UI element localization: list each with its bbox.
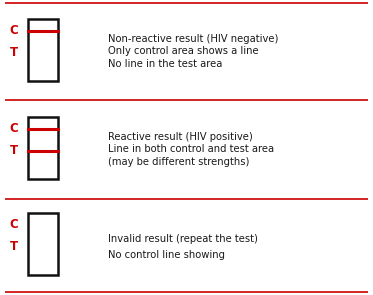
Text: C: C (10, 122, 18, 135)
Text: T: T (10, 240, 18, 253)
Text: C: C (10, 218, 18, 231)
Text: C: C (10, 24, 18, 37)
Text: T: T (10, 46, 18, 59)
Text: Non-reactive result (HIV negative): Non-reactive result (HIV negative) (108, 34, 278, 44)
Bar (28, 117, 58, 178)
Bar (28, 212, 58, 275)
Text: Invalid result (repeat the test): Invalid result (repeat the test) (108, 234, 258, 244)
Text: No line in the test area: No line in the test area (108, 59, 222, 69)
Text: T: T (10, 144, 18, 157)
Bar (28, 19, 58, 81)
Text: Only control area shows a line: Only control area shows a line (108, 47, 258, 57)
Text: No control line showing: No control line showing (108, 250, 225, 260)
Text: (may be different strengths): (may be different strengths) (108, 157, 250, 167)
Text: Reactive result (HIV positive): Reactive result (HIV positive) (108, 132, 253, 142)
Text: Line in both control and test area: Line in both control and test area (108, 145, 274, 155)
